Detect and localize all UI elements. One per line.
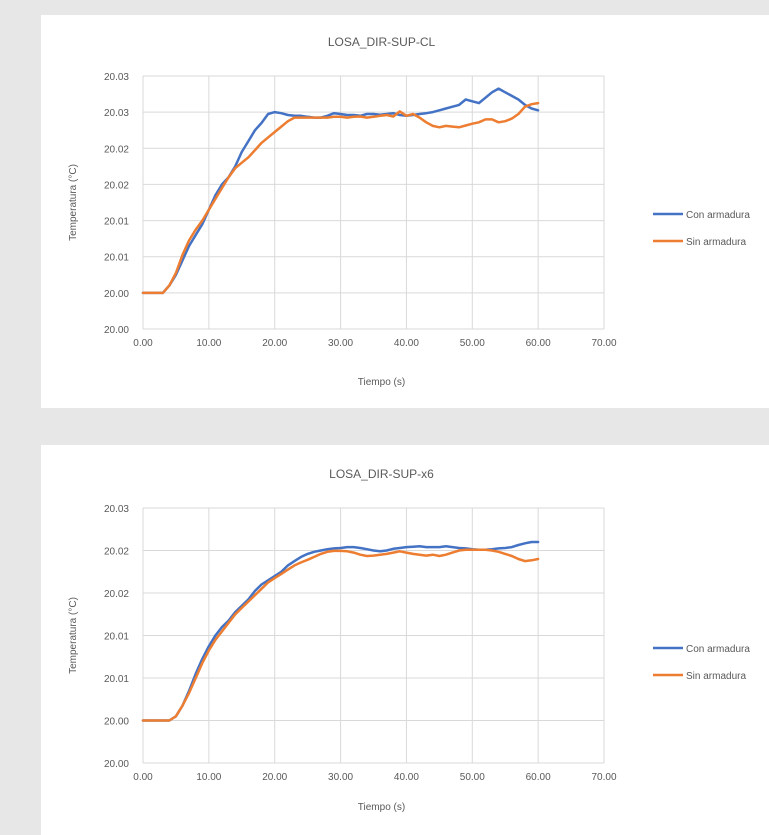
x-axis-label: Tiempo (s) bbox=[358, 377, 405, 388]
x-tick-label: 0.00 bbox=[133, 772, 153, 783]
x-tick-label: 50.00 bbox=[460, 338, 485, 349]
chart-panel-2: LOSA_DIR-SUP-x6 20.00 20.00 20.01 20.01 20.02… bbox=[41, 445, 769, 835]
x-tick-label: 40.00 bbox=[394, 338, 419, 349]
y-tick-label: 20.02 bbox=[104, 589, 129, 600]
series-line-con-armadura bbox=[141, 87, 540, 295]
series-line-sin-armadura bbox=[141, 101, 540, 295]
x-tick-label: 20.00 bbox=[262, 338, 287, 349]
y-tick-label: 20.01 bbox=[104, 217, 129, 228]
y-tick-label: 20.03 bbox=[104, 72, 129, 83]
y-tick-label: 20.00 bbox=[104, 717, 129, 728]
legend-label: Sin armadura bbox=[686, 237, 746, 248]
series-line-sin-armadura bbox=[141, 548, 540, 722]
x-tick-label: 10.00 bbox=[196, 338, 221, 349]
legend-label: Sin armadura bbox=[686, 671, 746, 682]
legend-label: Con armadura bbox=[686, 644, 750, 655]
y-tick-label: 20.00 bbox=[104, 325, 129, 336]
y-tick-label: 20.01 bbox=[104, 632, 129, 643]
x-tick-label: 60.00 bbox=[526, 772, 551, 783]
y-tick-label: 20.01 bbox=[104, 674, 129, 685]
x-tick-label: 10.00 bbox=[196, 772, 221, 783]
y-tick-label: 20.03 bbox=[104, 108, 129, 119]
chart-2: LOSA_DIR-SUP-x6 20.00 20.00 20.01 20.01 20.02… bbox=[68, 467, 750, 813]
chart-title: LOSA_DIR-SUP-x6 bbox=[329, 467, 434, 481]
legend-label: Con armadura bbox=[686, 210, 750, 221]
x-tick-label: 30.00 bbox=[328, 338, 353, 349]
y-tick-label: 20.01 bbox=[104, 253, 129, 264]
y-tick-label: 20.02 bbox=[104, 547, 129, 558]
chart-1: LOSA_DIR-SUP-CL 20.00 20.00 20.01 20.01 20.02… bbox=[68, 35, 750, 388]
y-tick-label: 20.03 bbox=[104, 504, 129, 515]
y-tick-label: 20.02 bbox=[104, 144, 129, 155]
y-tick-label: 20.00 bbox=[104, 289, 129, 300]
x-tick-label: 60.00 bbox=[526, 338, 551, 349]
x-tick-label: 70.00 bbox=[591, 338, 616, 349]
chart-panel-1: LOSA_DIR-SUP-CL 20.00 20.00 20.01 20.01 20.02… bbox=[41, 15, 769, 408]
y-tick-label: 20.02 bbox=[104, 180, 129, 191]
x-axis-label: Tiempo (s) bbox=[358, 802, 405, 813]
x-tick-label: 20.00 bbox=[262, 772, 287, 783]
y-axis-label: Temperatura (°C) bbox=[68, 164, 79, 241]
x-tick-label: 50.00 bbox=[460, 772, 485, 783]
x-tick-label: 0.00 bbox=[133, 338, 153, 349]
y-tick-label: 20.00 bbox=[104, 759, 129, 770]
chart-title: LOSA_DIR-SUP-CL bbox=[328, 35, 436, 49]
x-tick-label: 70.00 bbox=[591, 772, 616, 783]
x-tick-label: 40.00 bbox=[394, 772, 419, 783]
y-axis-label: Temperatura (°C) bbox=[68, 597, 79, 674]
x-tick-label: 30.00 bbox=[328, 772, 353, 783]
